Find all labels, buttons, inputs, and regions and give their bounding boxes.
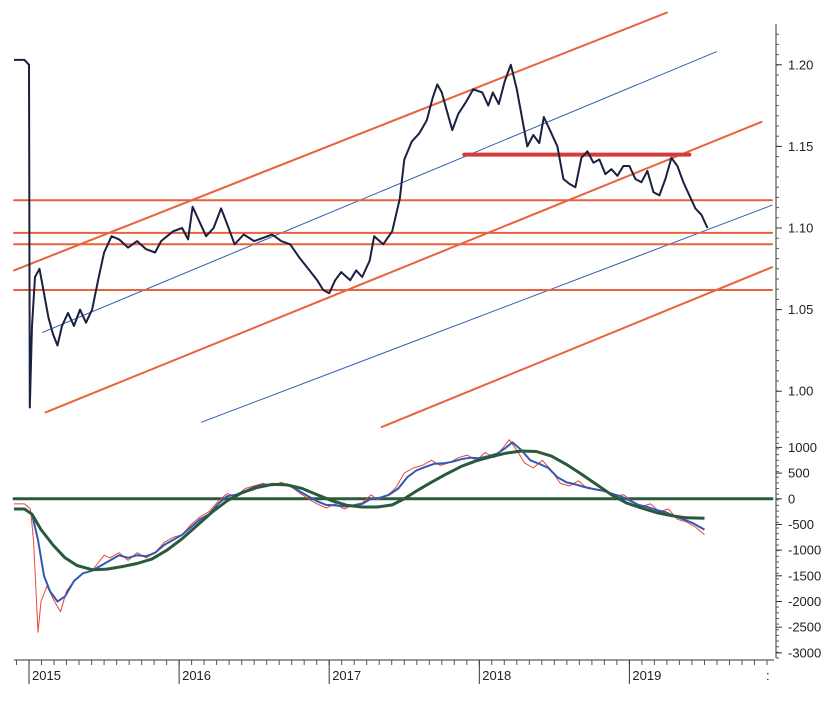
x-year-label: 2015: [32, 668, 61, 683]
price-tick-label: 1.00: [788, 384, 813, 399]
osc-series-2: [14, 449, 705, 572]
osc-tick-label: -1500: [788, 568, 821, 583]
time-x-axis: 2015 2016 2017 2018 2019:: [14, 659, 774, 684]
x-year-label: 2017: [332, 668, 361, 683]
price-tick-label: 1.20: [788, 57, 813, 72]
price-line-2: [380, 266, 773, 429]
price-panel: 1.20 1.15 1.10 1.05 1.00: [13, 11, 813, 433]
x-trailing-label: :: [766, 668, 770, 683]
osc-tick-label: -3000: [788, 645, 821, 660]
osc-series-0: [14, 439, 705, 633]
oscillator-series: [14, 439, 705, 633]
price-series-0: [14, 58, 709, 409]
price-line-0: [13, 11, 668, 272]
osc-tick-label: -2500: [788, 620, 821, 635]
osc-tick-label: -500: [788, 517, 814, 532]
x-year-label: 2016: [182, 668, 211, 683]
price-tick-label: 1.15: [788, 139, 813, 154]
osc-tick-label: -2000: [788, 594, 821, 609]
price-tick-label: 1.05: [788, 302, 813, 317]
oscillator-panel: 1000 500 0 -500 -1000 -1500 -2000 -2500 -3000: [12, 431, 821, 660]
osc-tick-label: 1000: [788, 440, 817, 455]
x-year-label: 2018: [482, 668, 511, 683]
price-line-4: [201, 204, 773, 423]
osc-tick-label: 500: [788, 466, 810, 481]
osc-tick-label: 0: [788, 491, 795, 506]
osc-tick-label: -1000: [788, 543, 821, 558]
price-line-1: [44, 120, 763, 414]
price-series: [14, 58, 709, 409]
price-line-3: [42, 51, 717, 333]
oscillator-y-axis: 1000 500 0 -500 -1000 -1500 -2000 -2500 -3000: [775, 431, 821, 660]
price-trendlines: [13, 11, 773, 429]
osc-series-1: [14, 441, 705, 603]
price-y-axis: 1.20 1.15 1.10 1.05 1.00: [775, 24, 813, 433]
x-year-label: 2019: [632, 668, 661, 683]
price-tick-label: 1.10: [788, 221, 813, 236]
